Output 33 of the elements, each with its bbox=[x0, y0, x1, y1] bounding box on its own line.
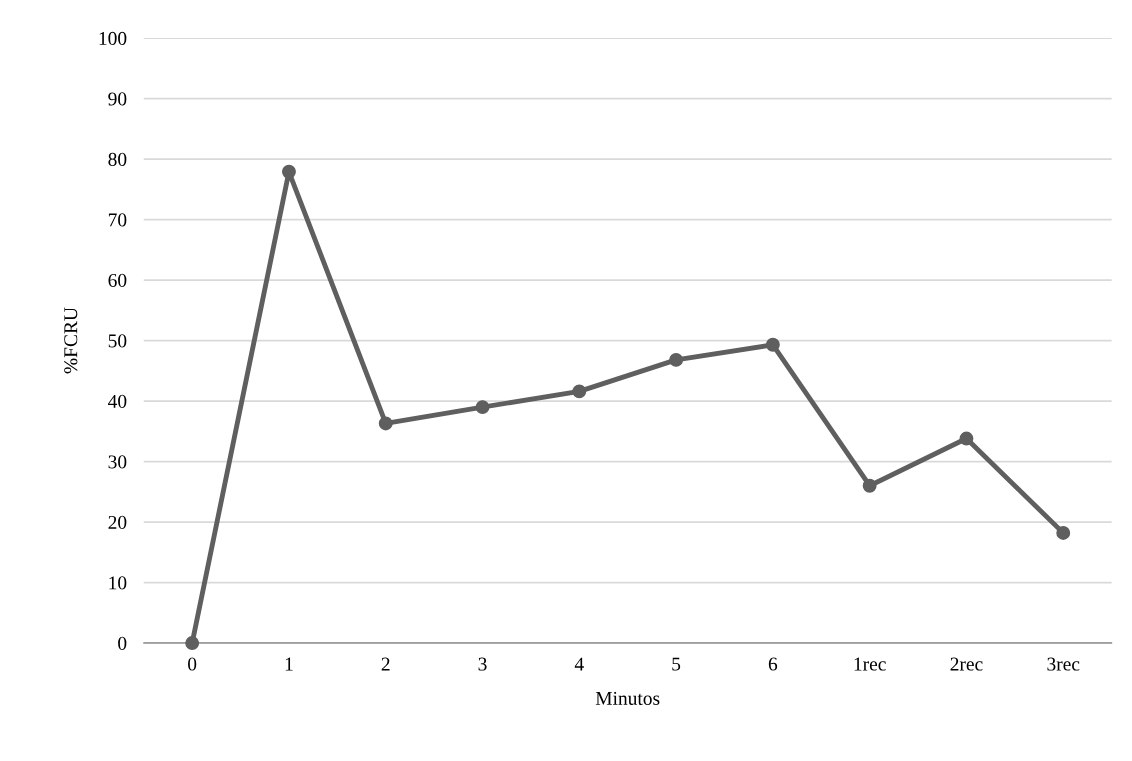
point bbox=[475, 400, 490, 415]
x-tick-label: 2rec bbox=[950, 657, 983, 671]
point bbox=[1056, 525, 1071, 540]
x-tick-label: 0 bbox=[188, 657, 197, 671]
x-tick-label: 2 bbox=[381, 657, 390, 671]
x-tick-label: 1rec bbox=[854, 657, 886, 671]
point bbox=[669, 352, 684, 367]
y-axis-title: %FCRU bbox=[64, 307, 78, 374]
y-tick-label: 90 bbox=[108, 92, 127, 106]
point bbox=[765, 337, 780, 352]
y-tick-label: 60 bbox=[108, 273, 127, 287]
y-tick-label: 50 bbox=[108, 334, 127, 348]
y-tick-label: 0 bbox=[118, 636, 127, 650]
x-tick-label: 1 bbox=[285, 657, 293, 671]
x-tick-label: 3 bbox=[478, 657, 487, 671]
x-tick-label: 5 bbox=[672, 657, 681, 671]
x-tick-label: 6 bbox=[768, 657, 778, 671]
y-tick-label: 30 bbox=[108, 455, 127, 469]
point bbox=[281, 164, 296, 179]
point bbox=[572, 384, 587, 399]
y-tick-label: 10 bbox=[109, 576, 127, 590]
y-tick-label: 70 bbox=[108, 213, 127, 227]
point bbox=[862, 478, 877, 493]
y-tick-label: 20 bbox=[108, 515, 127, 529]
y-tick-label: 100 bbox=[99, 31, 127, 45]
point bbox=[378, 416, 393, 431]
x-axis-title: Minutos bbox=[595, 691, 660, 705]
x-tick-label: 4 bbox=[574, 657, 584, 671]
y-tick-label: 40 bbox=[108, 394, 127, 408]
x-tick-label: 3rec bbox=[1047, 657, 1080, 671]
y-tick-label: 80 bbox=[108, 152, 127, 166]
point bbox=[959, 431, 974, 446]
point bbox=[185, 636, 200, 650]
